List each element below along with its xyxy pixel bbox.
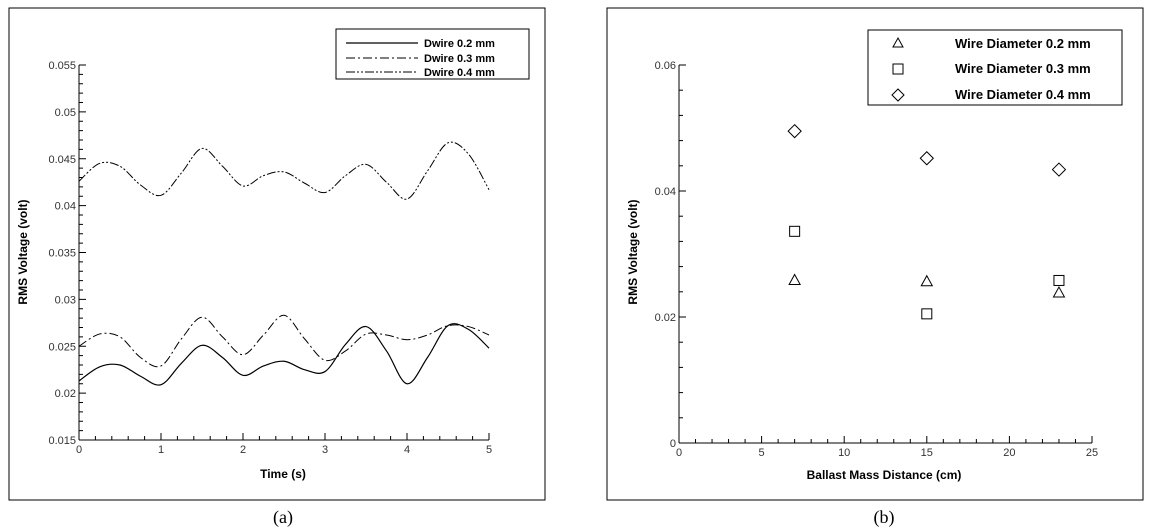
panel-a-y-tick-label: 0.025 — [48, 341, 76, 353]
panel-a-y-tick-label: 0.045 — [48, 154, 76, 166]
chart-panel-a: 0 1 2 3 4 5 0.015 0.02 0.025 0.03 0.035 0.04 0.045 0.… — [8, 7, 546, 501]
data-point-diamond — [919, 151, 935, 166]
panel-b-plot-area: 0 5 10 15 20 25 0 0.02 0.04 0.06 — [655, 60, 1099, 459]
panel-a-y-tick-label: 0.04 — [55, 201, 76, 213]
panel-a-x-tick-label: 2 — [240, 444, 246, 456]
panel-b-x-tick-label: 15 — [921, 447, 933, 459]
data-point-diamond — [1051, 162, 1067, 177]
panel-a-legend: Dwire 0.2 mm Dwire 0.3 mm Dwire 0.4 mm — [335, 28, 530, 80]
panel-a-legend-box — [335, 28, 530, 80]
data-point-triangle — [1052, 286, 1066, 298]
chart-panel-b: 0 5 10 15 20 25 0 0.02 0.04 0.06 Wire Diameter 0.… — [606, 7, 1144, 501]
panel-b-y-tick-label: 0.02 — [655, 312, 676, 324]
panel-b-caption: (b) — [874, 507, 895, 528]
panel-a-y-tick-label: 0.03 — [55, 294, 76, 306]
data-point-triangle — [788, 273, 801, 285]
data-point-square — [789, 225, 801, 237]
legend-label-wire-diameter-0-4: Wire Diameter 0.4 mm — [955, 87, 1091, 102]
data-point-square — [921, 308, 933, 320]
panel-a-y-tick-label: 0.02 — [55, 388, 76, 400]
legend-label-dwire-0-2: Dwire 0.2 mm — [424, 38, 495, 50]
panel-b-x-axis-title: Ballast Mass Distance (cm) — [807, 468, 962, 482]
legend-marker-triangle — [892, 36, 904, 48]
panel-b-x-tick-label: 25 — [1086, 447, 1098, 459]
series-line-dwire-0-4-mm — [78, 141, 490, 200]
panel-a-y-tick-label: 0.05 — [55, 107, 76, 119]
panel-a-plot-area: 0 1 2 3 4 5 0.015 0.02 0.025 0.03 0.035 0.04 0.045 0.… — [48, 60, 492, 456]
panel-b-legend: Wire Diameter 0.2 mm Wire Diameter 0.3 m… — [867, 29, 1123, 106]
legend-marker-square — [892, 63, 904, 75]
panel-b-y-tick-label: 0.04 — [655, 186, 676, 198]
panel-a-x-tick-label: 5 — [486, 444, 492, 456]
legend-label-wire-diameter-0-3: Wire Diameter 0.3 mm — [955, 61, 1091, 76]
data-point-square — [1053, 274, 1065, 286]
panel-a-x-tick-label: 0 — [76, 444, 82, 456]
panel-a-x-tick-label: 3 — [322, 444, 328, 456]
legend-marker-diamond — [891, 88, 905, 102]
panel-a-caption: (a) — [273, 507, 293, 528]
data-point-diamond — [787, 123, 802, 139]
series-line-dwire-0-2-mm — [78, 323, 490, 386]
panel-a-frame — [8, 7, 546, 501]
panel-a-y-tick-label: 0.035 — [48, 248, 76, 260]
panel-a-y-tick-label: 0.055 — [48, 60, 76, 72]
data-point-triangle — [920, 274, 934, 287]
panel-a-x-tick-label: 1 — [158, 444, 164, 456]
panel-b-y-tick-label: 0.06 — [655, 60, 676, 72]
panel-b-x-tick-label: 10 — [838, 447, 850, 459]
legend-label-dwire-0-4: Dwire 0.4 mm — [424, 67, 495, 79]
panel-a-x-tick-label: 4 — [404, 444, 410, 456]
panel-a-x-axis-title: Time (s) — [260, 467, 306, 481]
panel-b-x-tick-label: 0 — [676, 447, 682, 459]
panel-b-y-tick-label: 0 — [670, 438, 676, 450]
legend-label-dwire-0-3: Dwire 0.3 mm — [424, 53, 495, 65]
panel-a-y-tick-label: 0.015 — [48, 435, 76, 447]
panel-b-legend-box — [867, 29, 1123, 106]
series-line-dwire-0-3-mm — [78, 314, 490, 368]
legend-label-wire-diameter-0-2: Wire Diameter 0.2 mm — [955, 36, 1091, 51]
panel-a-y-axis-title: RMS Voltage (volt) — [16, 199, 30, 304]
panel-b-x-tick-label: 20 — [1003, 447, 1015, 459]
panel-b-y-axis-title: RMS Voltage (volt) — [626, 199, 640, 304]
panel-b-x-tick-label: 5 — [759, 447, 765, 459]
